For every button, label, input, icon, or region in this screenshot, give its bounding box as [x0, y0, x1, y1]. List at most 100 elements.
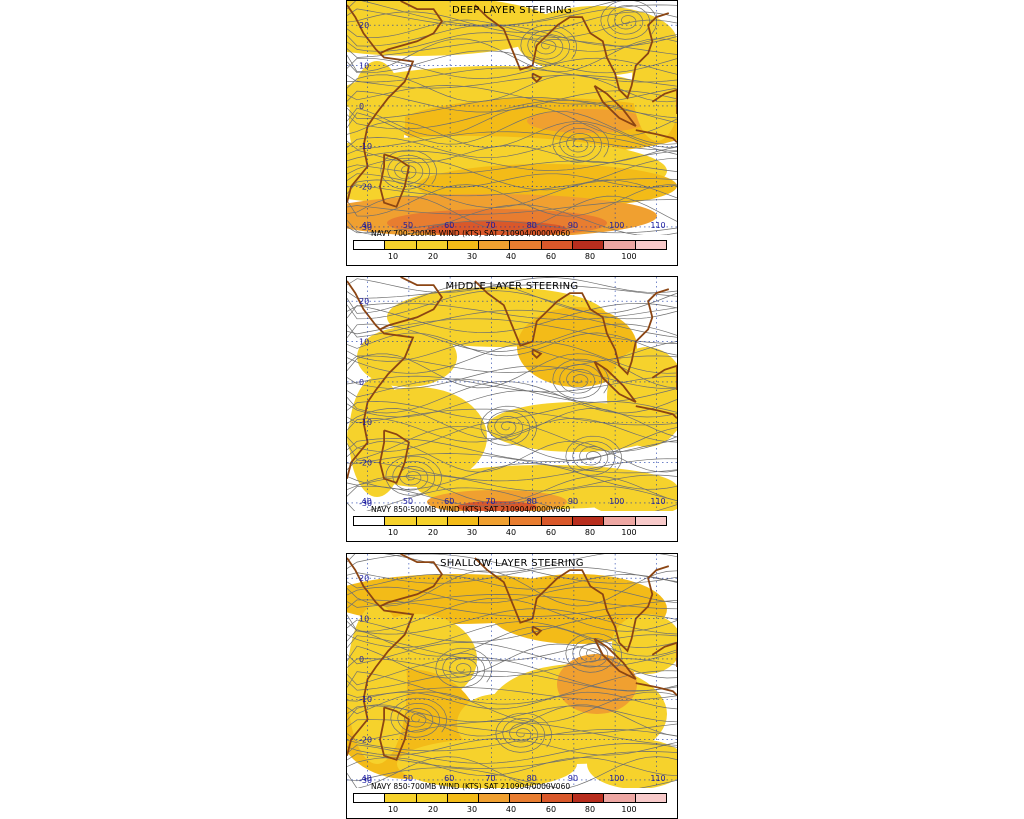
colorbar-swatch [573, 241, 605, 249]
latitude-label: 0 [359, 655, 364, 664]
streamline [347, 691, 677, 723]
streamline [565, 632, 622, 673]
streamlines [347, 554, 677, 788]
wind-speed-area [517, 307, 637, 387]
streamline [347, 729, 677, 752]
streamline [495, 712, 552, 753]
colorbar-swatch [416, 517, 448, 525]
colorbar-tick-label: 100 [621, 805, 637, 814]
colorbar-swatch [385, 794, 417, 802]
longitude-label: 80 [527, 774, 537, 783]
streamline [347, 1, 617, 27]
streamline [347, 670, 677, 705]
colorbar-swatch [573, 794, 605, 802]
coastline [635, 405, 677, 419]
colorbar-tick-label: 40 [505, 805, 517, 814]
colorbar-swatch [447, 241, 480, 249]
latitude-label: 20 [359, 574, 369, 583]
colorbar-swatch [510, 241, 542, 249]
streamline [347, 110, 677, 145]
streamline [552, 122, 609, 163]
streamline [347, 74, 677, 103]
colorbar-swatch [541, 794, 574, 802]
longitude-label: 50 [403, 221, 413, 230]
colorbar [353, 793, 667, 803]
latitude-label: -30 [359, 776, 372, 785]
coastline [474, 557, 670, 653]
wind-speed-area [427, 221, 567, 235]
streamline [347, 691, 677, 710]
panel-shallow-layer: 20 10 0 -10 -20 -30 40 50 60 70 80 90 100 110 SHALLOW… [346, 553, 678, 819]
streamline [347, 401, 677, 420]
coastlines [347, 554, 677, 761]
colorbar-swatch [354, 241, 386, 249]
streamline [347, 184, 677, 217]
streamline [565, 435, 622, 476]
streamline [347, 656, 677, 692]
longitude-label: 70 [485, 221, 495, 230]
longitude-label: 90 [568, 221, 578, 230]
colorbar-tick-label: 60 [545, 252, 557, 261]
streamline [347, 738, 677, 756]
streamline [347, 597, 677, 632]
streamline [347, 608, 677, 635]
colorbar-swatch [604, 794, 636, 802]
latitude-label: -20 [359, 183, 372, 192]
colorbar-swatch [635, 517, 666, 525]
longitude-label: 60 [444, 221, 454, 230]
latitude-label: 0 [359, 102, 364, 111]
colorbar-tick-label: 40 [505, 252, 517, 261]
longitude-label: 90 [568, 497, 578, 506]
colorbar-swatch [416, 241, 448, 249]
coastline [379, 554, 443, 608]
coastline [379, 153, 410, 208]
longitude-label: 110 [650, 221, 665, 230]
coastline [593, 637, 637, 680]
streamline [347, 554, 677, 573]
longitude-label: 110 [650, 774, 665, 783]
colorbar-swatch [510, 517, 542, 525]
wind-speed-shading [347, 1, 677, 235]
longitude-label: 90 [568, 774, 578, 783]
colorbar [353, 516, 667, 526]
colorbar-tick-label: 100 [621, 528, 637, 537]
streamline [347, 566, 677, 584]
latitude-label: 20 [359, 297, 369, 306]
colorbar-tick-label: 60 [545, 805, 557, 814]
longitude-label: 100 [609, 221, 624, 230]
streamline [347, 11, 677, 33]
colorbar-tick-label: 20 [427, 528, 439, 537]
coastline [347, 280, 415, 479]
coastline [474, 4, 670, 100]
colorbar-swatch [573, 517, 605, 525]
colorbar-tick-label: 10 [387, 528, 399, 537]
colorbar-tick-label: 40 [505, 528, 517, 537]
latitude-label: 10 [359, 338, 369, 347]
streamline [347, 594, 677, 610]
colorbar-ticks: 10 20 30 40 60 80 100 [353, 805, 667, 817]
streamline [347, 757, 677, 777]
streamline [347, 195, 677, 232]
longitude-label: 80 [527, 497, 537, 506]
coastline [531, 348, 543, 359]
streamline [347, 85, 677, 105]
streamline [347, 425, 677, 461]
coastline [651, 364, 677, 390]
streamline [347, 463, 677, 490]
streamline [347, 323, 677, 352]
streamline [347, 417, 677, 443]
streamline [347, 106, 677, 137]
streamline [347, 719, 677, 735]
streamline [347, 38, 677, 58]
streamline [347, 220, 677, 234]
panel-middle-layer: 20 10 0 -10 -20 -30 40 50 60 70 80 90 100 110 MIDDLE … [346, 276, 678, 542]
streamline [347, 32, 677, 52]
streamline [347, 284, 677, 299]
streamline [347, 24, 677, 47]
colorbar-swatch [479, 794, 511, 802]
latitude-label: -20 [359, 459, 372, 468]
latitude-label: -10 [359, 695, 372, 704]
streamline [347, 318, 677, 344]
